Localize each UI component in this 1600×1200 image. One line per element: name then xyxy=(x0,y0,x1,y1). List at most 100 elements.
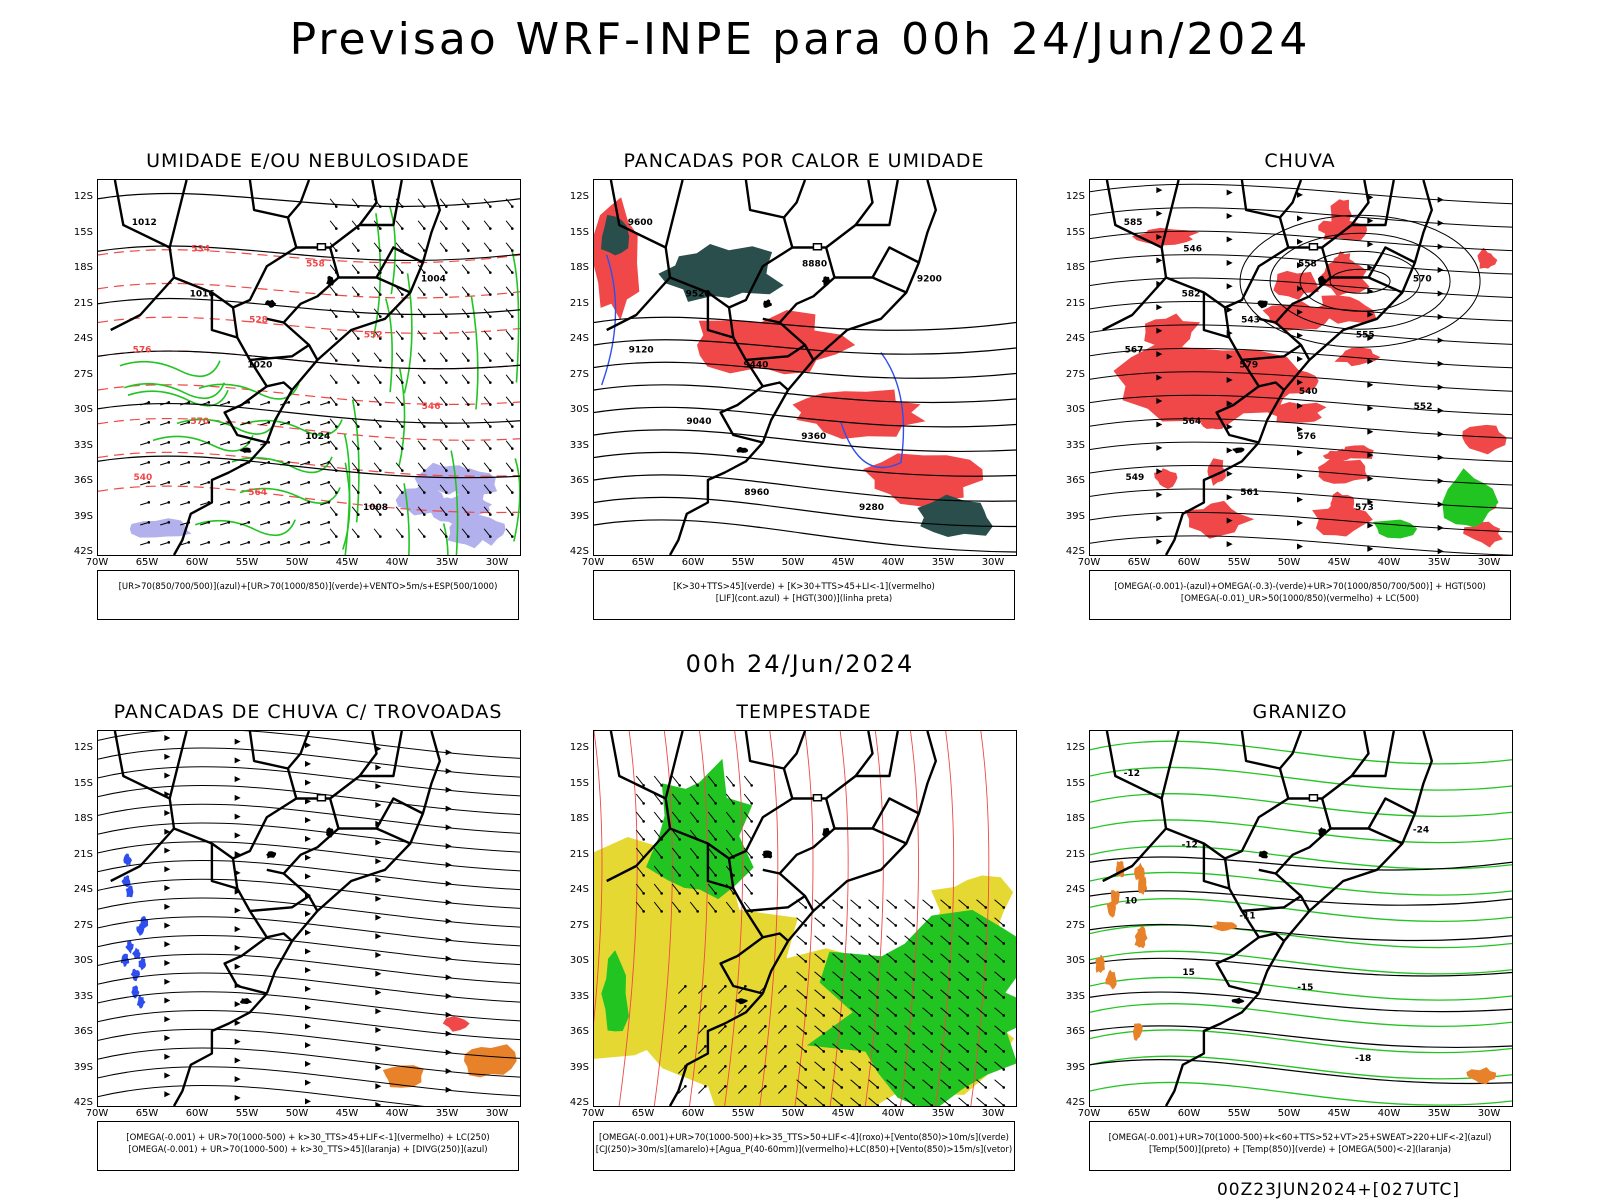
temp850-contour-green xyxy=(1090,1029,1512,1054)
wind-vector-head xyxy=(822,1068,826,1071)
divergence-blue xyxy=(136,923,145,936)
wind-vector xyxy=(483,396,491,405)
contour-line xyxy=(98,402,520,424)
wind-vector xyxy=(886,971,897,980)
wind-vector xyxy=(671,901,681,912)
wind-vector-head xyxy=(423,469,426,472)
wind-vector xyxy=(958,1043,969,1052)
wind-vector xyxy=(958,1025,969,1034)
streamline xyxy=(98,916,520,947)
wind-vector-head xyxy=(840,960,844,963)
wind-vector-head xyxy=(696,874,699,877)
wind-vector xyxy=(718,1065,726,1074)
streamline-arrow xyxy=(375,914,382,921)
wind-vector-head xyxy=(764,1065,767,1068)
wind-vector-head xyxy=(335,513,338,516)
rain-area-red xyxy=(1312,501,1373,537)
panel-title: CHUVA xyxy=(1264,150,1336,172)
wind-vector xyxy=(280,541,289,546)
temp850-contour-green xyxy=(1090,924,1512,949)
wind-vector xyxy=(707,883,717,894)
wind-vector xyxy=(351,352,359,361)
divergence-blue xyxy=(132,947,141,960)
wind-vector-head xyxy=(357,359,360,362)
wind-vector-head xyxy=(379,381,382,384)
wind-vector xyxy=(320,501,329,506)
wind-vector xyxy=(505,528,513,537)
streamline-arrow xyxy=(234,757,241,764)
wind-vector-head xyxy=(445,469,448,472)
wind-vector-head xyxy=(247,421,251,424)
wind-vector xyxy=(958,935,969,944)
lat-tick-label: 18S xyxy=(1065,813,1085,824)
wind-vector xyxy=(886,989,897,998)
lat-tick-label: 33S xyxy=(73,990,93,1002)
wind-vector xyxy=(483,506,491,515)
wind-vector xyxy=(200,461,209,466)
streamline-arrow xyxy=(1297,215,1303,222)
wind-vector xyxy=(886,953,897,962)
wind-vector-head xyxy=(804,1104,808,1106)
lat-tick-label: 36S xyxy=(1065,475,1085,486)
wind-vector xyxy=(483,374,491,383)
lon-tick-label: 30W xyxy=(981,1108,1005,1119)
wind-vector-head xyxy=(704,1005,707,1008)
border-line xyxy=(719,180,794,444)
wind-vector xyxy=(417,352,425,361)
wind-vector-head xyxy=(642,784,645,787)
wind-vector-head xyxy=(379,293,382,296)
streamline-arrow xyxy=(305,742,311,749)
border-line xyxy=(338,276,411,294)
border-line xyxy=(375,797,424,830)
wind-vector-head xyxy=(930,1032,934,1035)
wind-vector xyxy=(758,1045,766,1054)
lat-tick-label: 24S xyxy=(569,884,589,895)
wind-vector xyxy=(505,308,513,317)
lon-tick-label: 60W xyxy=(1177,1108,1201,1119)
wind-vector-head xyxy=(894,942,898,945)
contour-label: 1004 xyxy=(421,274,446,284)
wind-vector xyxy=(832,935,843,944)
wind-vector xyxy=(707,847,717,858)
contour-label: 552 xyxy=(1414,402,1433,412)
border-line xyxy=(286,180,311,219)
wind-vector xyxy=(635,829,645,840)
lon-tick-label: 55W xyxy=(731,557,755,568)
wind-vector-head xyxy=(684,1005,687,1008)
wind-vector xyxy=(850,1007,861,1016)
wind-vector-head xyxy=(840,1050,844,1053)
contour-label: 1024 xyxy=(305,432,330,442)
contour-label: 558 xyxy=(306,259,325,269)
wind-vector-head xyxy=(357,381,360,384)
streamline-arrow xyxy=(234,1057,241,1064)
wind-vector xyxy=(635,793,645,804)
border-line xyxy=(1160,180,1180,248)
omega-area-orange xyxy=(1105,969,1117,990)
lon-tick-label: 65W xyxy=(631,1108,655,1119)
wind-vector xyxy=(300,541,309,546)
wind-vector-head xyxy=(489,535,492,538)
wind-vector-head xyxy=(858,978,862,981)
wind-vector-head xyxy=(642,820,645,823)
wind-vector xyxy=(743,883,753,894)
wind-vector xyxy=(505,418,513,427)
wind-vector xyxy=(320,401,329,406)
wind-vector xyxy=(994,917,1005,926)
lon-tick-label: 60W xyxy=(185,557,209,568)
wind-vector-head xyxy=(894,960,898,963)
wind-vector xyxy=(395,264,403,273)
contour-label: -15 xyxy=(1297,983,1313,993)
streamline-arrow xyxy=(1297,332,1303,339)
streamline-arrow xyxy=(164,1016,171,1023)
streamline-arrow xyxy=(375,1008,382,1015)
wind-vector-head xyxy=(511,513,514,516)
wind-vector xyxy=(300,421,309,426)
border-line xyxy=(113,180,234,309)
wind-vector-head xyxy=(876,1104,880,1106)
wind-vector-head xyxy=(822,1086,826,1089)
wind-vector-head xyxy=(732,874,735,877)
wind-vector-head xyxy=(511,381,514,384)
wind-vector-head xyxy=(930,960,934,963)
streamline-arrow xyxy=(1297,191,1303,198)
lat-tick-label: 18S xyxy=(569,813,589,824)
